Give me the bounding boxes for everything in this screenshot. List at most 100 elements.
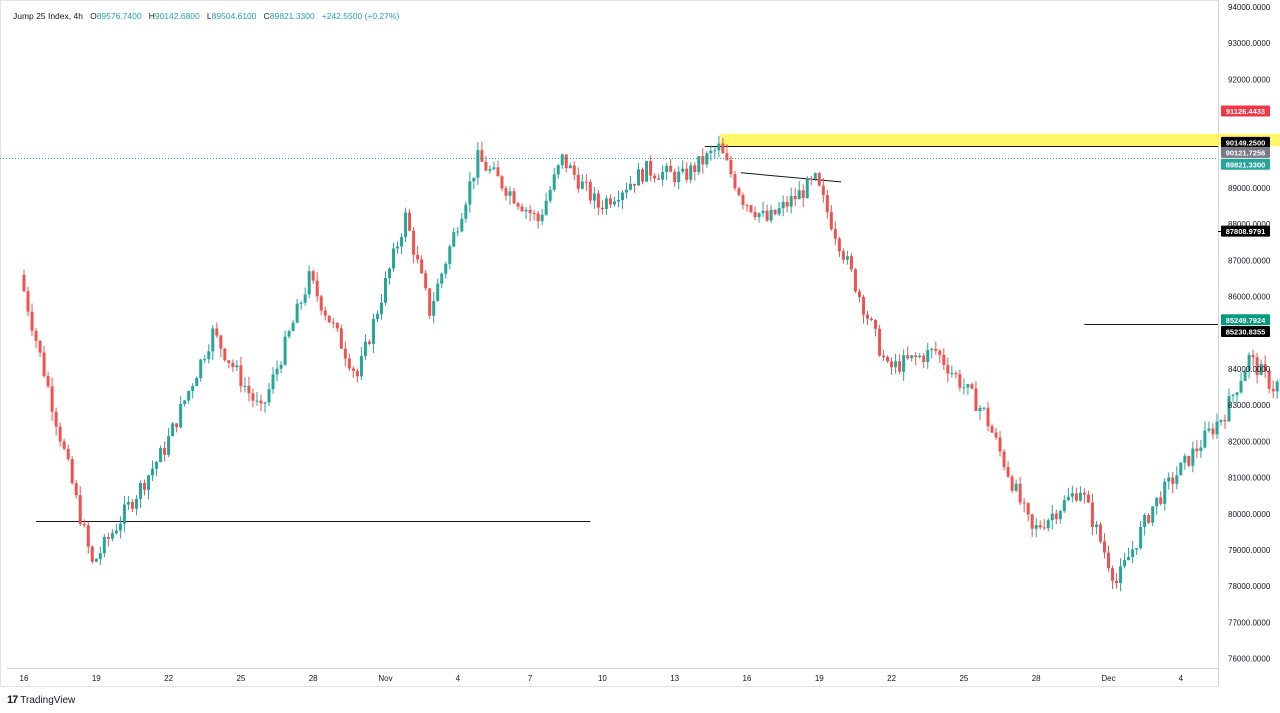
candle-body bbox=[1143, 515, 1147, 528]
candle-body bbox=[404, 212, 408, 238]
x-tick-label: 7 bbox=[528, 674, 533, 683]
candle-body bbox=[645, 160, 649, 182]
candle-body bbox=[528, 209, 532, 214]
candle-body bbox=[460, 218, 464, 232]
candle-body bbox=[857, 291, 861, 297]
candle-body bbox=[725, 153, 729, 160]
candle-body bbox=[1151, 506, 1155, 523]
candle-body bbox=[147, 475, 151, 490]
candle-body bbox=[906, 355, 910, 359]
price-label-text: 85230.8355 bbox=[1226, 327, 1266, 336]
candle-body bbox=[673, 171, 677, 183]
tradingview-brand[interactable]: 17 TradingView bbox=[7, 694, 75, 706]
candle-body bbox=[335, 322, 339, 329]
candle-body bbox=[693, 165, 697, 173]
candle-body bbox=[657, 178, 661, 180]
candle-body bbox=[745, 204, 749, 206]
price-label-text: 90149.2500 bbox=[1226, 138, 1266, 147]
candle-body bbox=[874, 319, 878, 329]
candle-body bbox=[187, 390, 191, 401]
candle-body bbox=[239, 365, 243, 387]
candle-body bbox=[649, 160, 653, 176]
candle-body bbox=[171, 423, 175, 437]
candle-body bbox=[926, 350, 930, 362]
high-value: 90142.6800 bbox=[154, 11, 200, 21]
candle-body bbox=[400, 237, 404, 247]
candle-body bbox=[978, 407, 982, 411]
candle-body bbox=[379, 302, 383, 314]
candle-body bbox=[1006, 467, 1010, 477]
candle-body bbox=[572, 165, 576, 175]
candle-body bbox=[544, 200, 548, 215]
candle-body bbox=[456, 231, 460, 233]
candle-body bbox=[408, 212, 412, 231]
price-label-badge bbox=[1221, 105, 1270, 117]
candle-body bbox=[1107, 552, 1110, 569]
candle-body bbox=[1207, 428, 1211, 431]
candle-body bbox=[1078, 492, 1082, 501]
close-label: C bbox=[263, 11, 270, 21]
y-tick-label: 83000.0000 bbox=[1228, 401, 1271, 410]
candle-body bbox=[548, 189, 552, 201]
candle-body bbox=[1175, 475, 1179, 484]
candle-body bbox=[910, 355, 914, 359]
candle-body bbox=[424, 273, 428, 289]
candle-body bbox=[179, 404, 183, 428]
price-label-text: 87808.9791 bbox=[1226, 227, 1266, 236]
candle-body bbox=[898, 361, 902, 372]
candle-body bbox=[420, 259, 424, 274]
candle-body bbox=[737, 188, 741, 196]
candle-body bbox=[1163, 481, 1167, 504]
candle-body bbox=[34, 330, 38, 341]
x-tick-label: 22 bbox=[164, 674, 173, 683]
candle-body bbox=[729, 159, 733, 175]
candle-body bbox=[982, 407, 986, 409]
candle-body bbox=[604, 198, 608, 210]
candle-body bbox=[1098, 524, 1102, 542]
candle-body bbox=[167, 436, 171, 455]
candle-body bbox=[849, 256, 853, 270]
candle-body bbox=[1223, 420, 1227, 422]
candle-body bbox=[837, 238, 841, 252]
candle-body bbox=[1119, 566, 1123, 583]
price-axis[interactable]: 94000.0000 93000.0000 92000.0000 89000.0000… bbox=[1228, 3, 1271, 664]
candle-body bbox=[866, 314, 869, 319]
y-tick-label: 79000.0000 bbox=[1228, 546, 1271, 555]
candle-body bbox=[998, 437, 1002, 452]
candle-body bbox=[1227, 396, 1231, 422]
candle-body bbox=[1235, 392, 1239, 395]
candle-body bbox=[773, 209, 777, 215]
candle-body bbox=[777, 208, 781, 215]
candle-body bbox=[452, 232, 456, 247]
x-tick-label: 19 bbox=[815, 674, 824, 683]
brand-name: TradingView bbox=[20, 694, 76, 706]
zones-layer bbox=[720, 133, 1280, 147]
candle-body bbox=[914, 355, 918, 357]
candle-body bbox=[255, 400, 259, 402]
candle-body bbox=[118, 523, 122, 531]
candle-body bbox=[596, 193, 600, 208]
candle-body bbox=[251, 393, 255, 401]
candle-body bbox=[958, 374, 962, 388]
candle-body bbox=[1183, 455, 1187, 463]
candle-body bbox=[299, 302, 303, 304]
candle-body bbox=[106, 536, 110, 539]
candle-body bbox=[733, 174, 737, 189]
y-tick-label: 77000.0000 bbox=[1228, 618, 1271, 627]
change-value: +242.5500 (+0.27%) bbox=[321, 11, 400, 21]
candle-body bbox=[789, 196, 793, 207]
symbol-name[interactable]: Jump 25 Index bbox=[13, 11, 69, 21]
candle-body bbox=[1195, 448, 1199, 452]
candle-body bbox=[468, 181, 472, 205]
price-label-badge bbox=[1221, 225, 1270, 237]
time-axis[interactable]: 16 19 22 25 28 Nov 4 7 10 13 16 19 22 25 28 Dec 4 bbox=[20, 674, 1184, 683]
candle-body bbox=[1038, 525, 1042, 528]
x-tick-label: 4 bbox=[456, 674, 461, 683]
candle-body bbox=[98, 553, 102, 559]
interval[interactable]: 4h bbox=[73, 11, 83, 21]
candle-body bbox=[1167, 477, 1171, 482]
candle-body bbox=[243, 385, 247, 387]
candle-body bbox=[46, 376, 50, 387]
candle-body bbox=[532, 213, 536, 215]
